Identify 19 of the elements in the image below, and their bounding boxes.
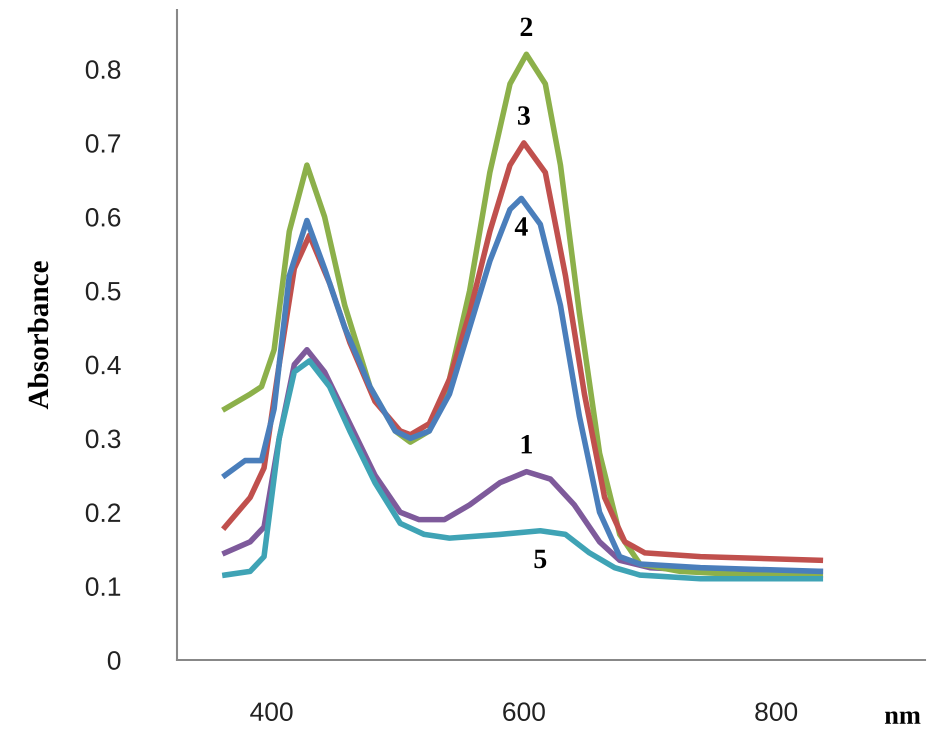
x-tick-label: 400: [250, 702, 293, 722]
y-tick-label: 0.7: [86, 134, 120, 153]
x-axis-title: nm: [884, 711, 920, 724]
x-tick-label: 600: [503, 702, 545, 722]
series-label: 4: [514, 217, 528, 236]
y-tick-label: 0.5: [86, 282, 120, 301]
y-tick-label: 0.2: [86, 503, 120, 522]
y-tick-label: 0.3: [86, 430, 120, 448]
x-tick-label: 800: [755, 702, 798, 722]
y-tick-label: 0.8: [86, 60, 120, 79]
y-axis-title: Absorbance: [28, 261, 48, 410]
series-label: 1: [522, 434, 532, 454]
y-tick-label: 0.6: [86, 208, 120, 227]
y-tick-label: 0.1: [86, 577, 120, 596]
series-label: 2: [520, 18, 532, 36]
series-label: 3: [518, 106, 530, 125]
y-tick-label: 0: [108, 651, 120, 670]
y-tick-label: 0.4: [86, 356, 121, 374]
series-label: 5: [534, 550, 546, 568]
